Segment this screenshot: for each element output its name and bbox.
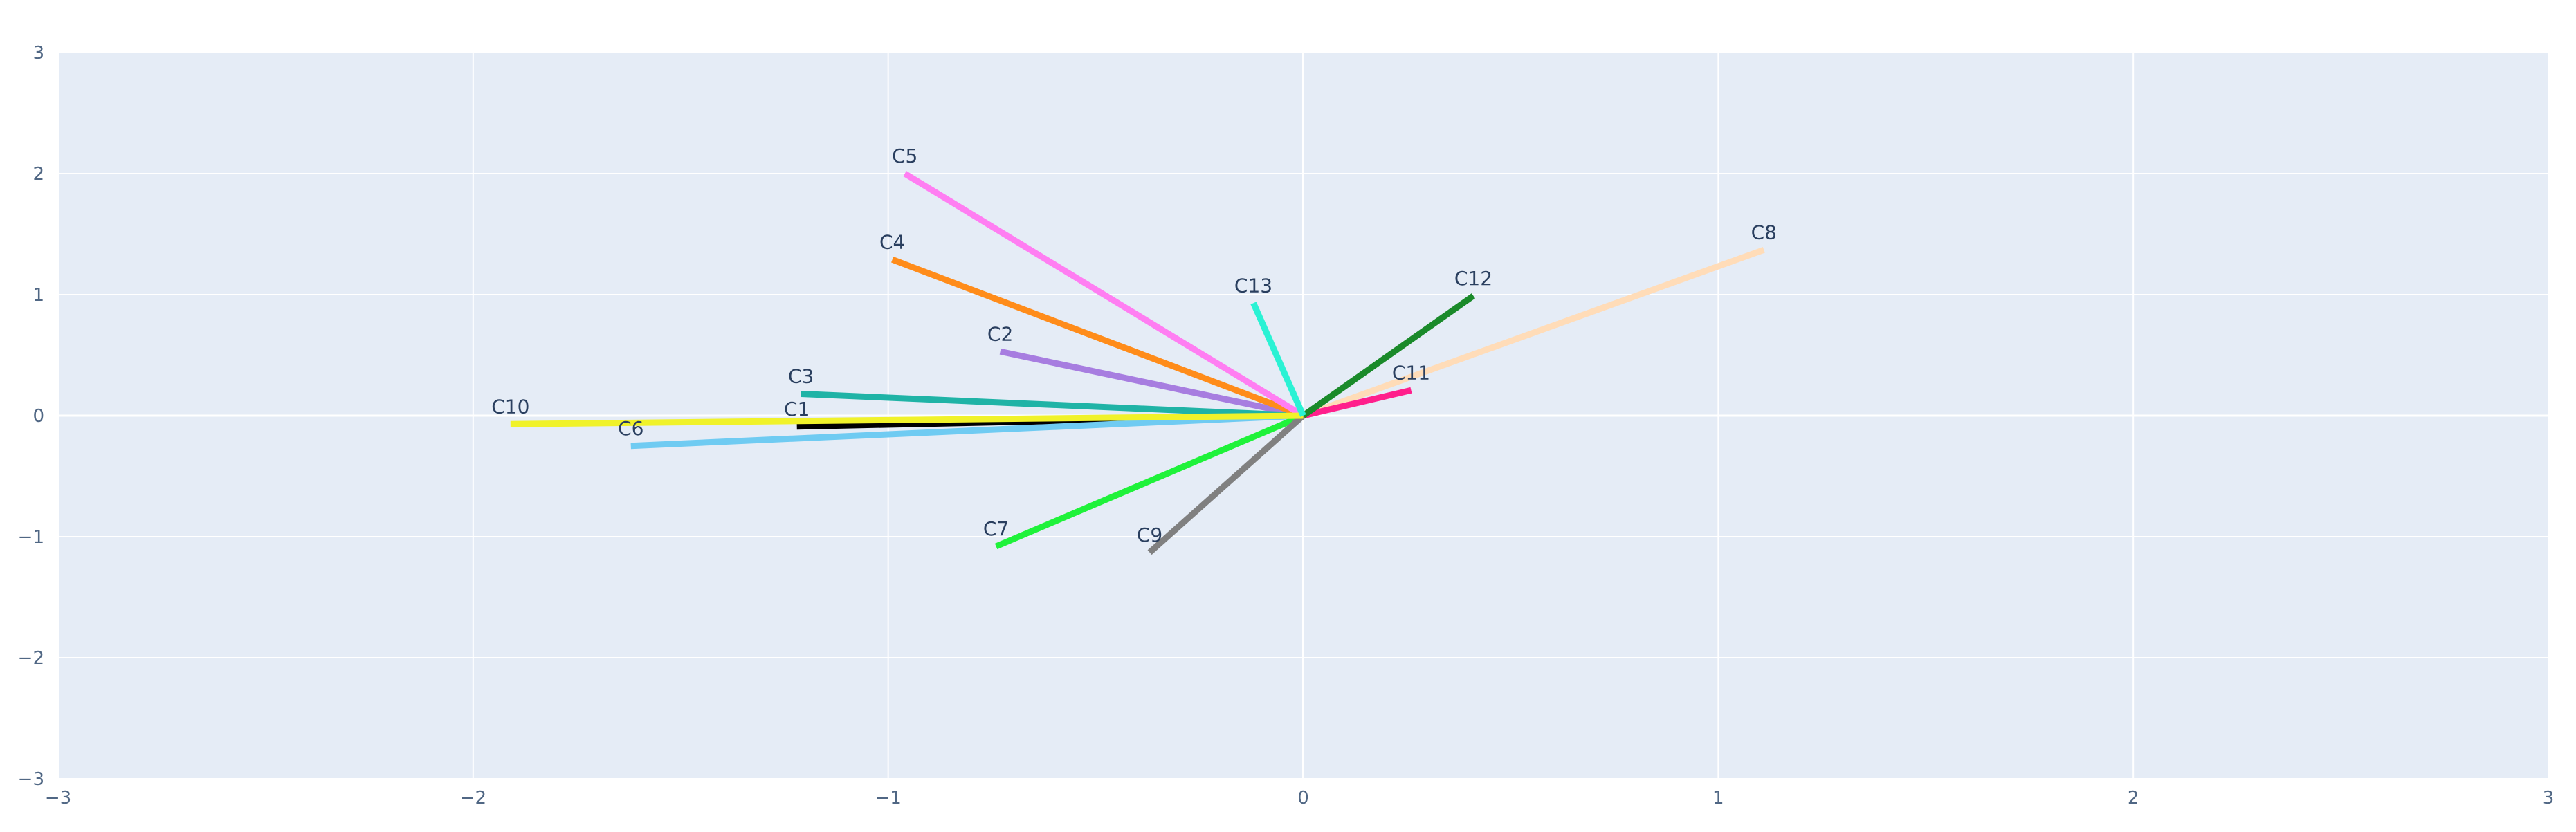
series-line-c3: [801, 391, 1304, 419]
x-tick-label: −1: [875, 788, 902, 808]
series-label-c9: C9: [1137, 524, 1162, 546]
series-label-c13: C13: [1234, 274, 1272, 297]
x-tick-label: 2: [2128, 788, 2139, 808]
x-tick-label: −2: [460, 788, 486, 808]
series-line-c2: [999, 348, 1304, 419]
series-layer: [510, 171, 1765, 555]
y-tick-label: −3: [18, 769, 44, 790]
y-tick-label: −2: [18, 648, 44, 669]
y-tick-label: 3: [33, 43, 44, 64]
series-line-c8: [1301, 247, 1765, 419]
series-label-c3: C3: [788, 365, 814, 388]
y-tick-label: 0: [33, 406, 44, 427]
series-line-c10: [510, 412, 1304, 427]
series-line-c13: [1250, 302, 1306, 417]
series-label-c2: C2: [987, 322, 1013, 345]
series-line-c7: [994, 412, 1305, 550]
series-line-c6: [630, 412, 1304, 450]
series-label-c1: C1: [784, 398, 810, 420]
series-line-c11: [1302, 387, 1412, 419]
series-line-c12: [1301, 293, 1476, 418]
y-tick-label: 2: [33, 164, 44, 185]
series-label-c12: C12: [1454, 267, 1492, 290]
series-label-c5: C5: [892, 145, 917, 167]
x-tick-label: 0: [1297, 788, 1309, 808]
axis-tick-labels: −3 −2 −1 0 1 2 3 −3 −2 −1 0 1 2 3: [18, 43, 2555, 808]
series-label-c4: C4: [879, 230, 905, 253]
y-tick-label: 1: [33, 285, 44, 306]
series-line-c4: [891, 257, 1305, 419]
y-tick-label: −1: [18, 527, 44, 548]
series-label-c6: C6: [618, 417, 643, 440]
series-line-c5: [903, 171, 1305, 418]
series-label-c11: C11: [1392, 361, 1430, 384]
x-tick-label: 1: [1712, 788, 1724, 808]
x-tick-label: 3: [2543, 788, 2555, 808]
x-tick-label: −3: [45, 788, 71, 808]
series-labels: C1 C2 C3 C4 C5 C6 C7 C8 C9 C10 C11 C12 C13: [491, 145, 1777, 546]
series-label-c10: C10: [491, 395, 529, 418]
series-label-c8: C8: [1751, 221, 1777, 243]
series-label-c7: C7: [983, 517, 1009, 540]
series-line-c9: [1147, 413, 1306, 555]
